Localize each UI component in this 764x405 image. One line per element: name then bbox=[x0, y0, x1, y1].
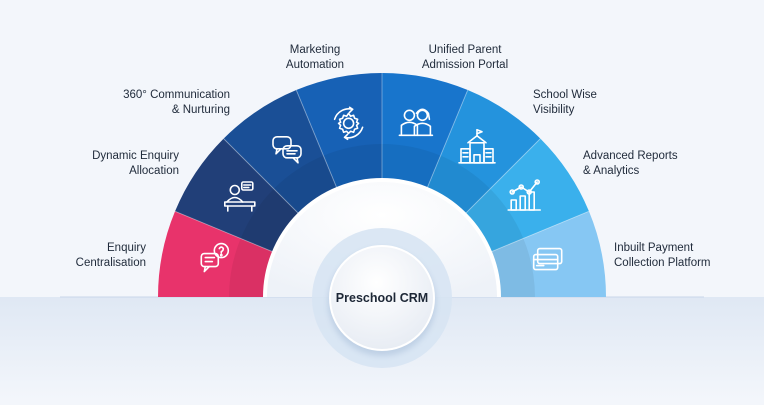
segment-divider bbox=[464, 138, 541, 215]
parents-icon bbox=[398, 108, 434, 137]
chat-question-icon bbox=[200, 242, 230, 273]
chat-bubbles-icon bbox=[272, 136, 302, 164]
analytics-chart-icon bbox=[507, 179, 542, 211]
inner-hub-rim bbox=[263, 178, 501, 298]
center-title: Preschool CRM bbox=[336, 291, 428, 305]
segment-3 bbox=[223, 90, 338, 215]
segment-shade-5 bbox=[382, 144, 441, 189]
center-ball bbox=[329, 245, 435, 351]
segment-label-4: Marketing Automation bbox=[285, 44, 345, 71]
segment-label-7: Advanced Reports & Analytics bbox=[583, 150, 678, 177]
segment-shade-7 bbox=[464, 188, 524, 253]
segment-label-5: Unified Parent Admission Portal bbox=[421, 44, 509, 71]
segment-divider bbox=[295, 89, 338, 190]
segment-divider bbox=[174, 210, 275, 253]
gear-cycle-icon bbox=[333, 106, 364, 141]
segment-divider bbox=[489, 210, 590, 253]
segment-5 bbox=[382, 73, 468, 189]
segment-shade-1 bbox=[229, 238, 274, 297]
segment-7 bbox=[464, 138, 589, 253]
segment-label-2: Dynamic Enquiry Allocation bbox=[92, 150, 179, 177]
segment-label-8: Inbuilt Payment Collection Platform bbox=[614, 242, 711, 269]
segment-2 bbox=[175, 138, 300, 253]
segment-shade-8 bbox=[490, 238, 535, 297]
segment-label-6: School Wise Visibility bbox=[533, 89, 597, 116]
segment-divider bbox=[223, 138, 300, 215]
segment-divider bbox=[426, 89, 469, 190]
segment-label-1: Enquiry Centralisation bbox=[75, 242, 146, 269]
icons-group bbox=[200, 106, 563, 273]
segment-4 bbox=[296, 73, 382, 189]
segment-shade-4 bbox=[323, 144, 382, 189]
school-building-icon bbox=[458, 129, 496, 164]
segment-shade-6 bbox=[426, 155, 491, 215]
segment-label-3: 360° Communication & Nurturing bbox=[123, 89, 230, 116]
segment-shade-3 bbox=[273, 155, 338, 215]
credit-cards-icon bbox=[532, 247, 563, 271]
segment-shade-2 bbox=[240, 188, 300, 253]
agent-desk-icon bbox=[224, 181, 256, 212]
